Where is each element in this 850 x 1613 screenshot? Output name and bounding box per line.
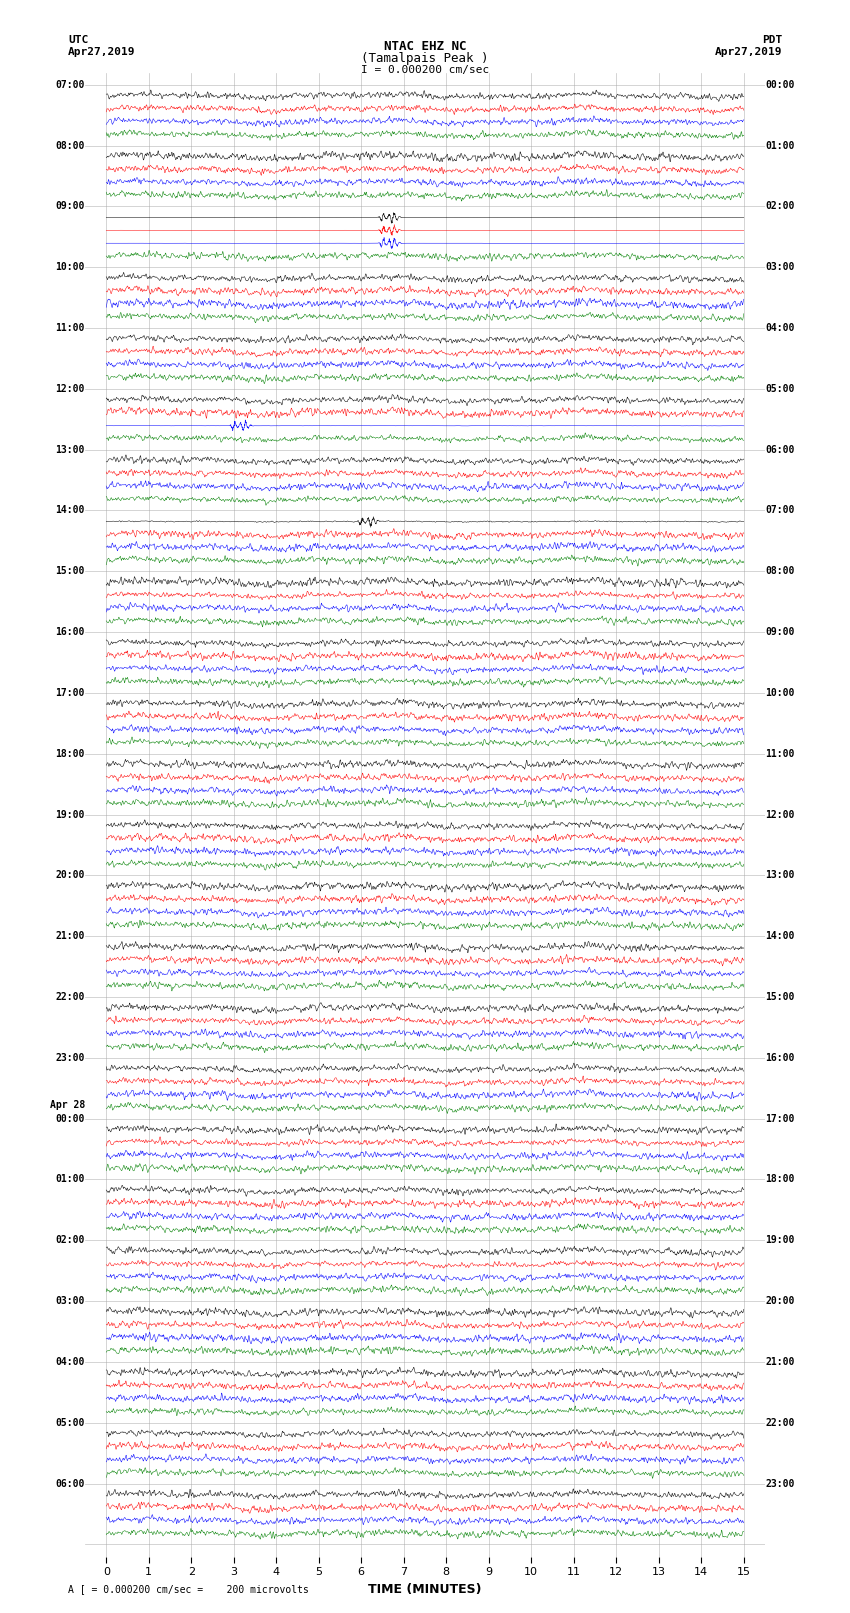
Text: 14:00: 14:00 [55, 505, 85, 516]
Text: 13:00: 13:00 [55, 445, 85, 455]
Text: 05:00: 05:00 [765, 384, 795, 394]
Text: 21:00: 21:00 [765, 1357, 795, 1366]
X-axis label: TIME (MINUTES): TIME (MINUTES) [368, 1582, 482, 1595]
Text: 00:00: 00:00 [55, 1113, 85, 1124]
Text: 12:00: 12:00 [765, 810, 795, 819]
Text: 02:00: 02:00 [765, 202, 795, 211]
Text: 12:00: 12:00 [55, 384, 85, 394]
Text: 06:00: 06:00 [765, 445, 795, 455]
Text: Apr 28: Apr 28 [50, 1100, 85, 1110]
Text: 09:00: 09:00 [55, 202, 85, 211]
Text: 21:00: 21:00 [55, 931, 85, 942]
Text: 03:00: 03:00 [765, 263, 795, 273]
Text: 20:00: 20:00 [55, 871, 85, 881]
Text: NTAC EHZ NC: NTAC EHZ NC [383, 40, 467, 53]
Text: 17:00: 17:00 [55, 687, 85, 698]
Text: 22:00: 22:00 [765, 1418, 795, 1428]
Text: 16:00: 16:00 [55, 627, 85, 637]
Text: 11:00: 11:00 [765, 748, 795, 758]
Text: 07:00: 07:00 [765, 505, 795, 516]
Text: 05:00: 05:00 [55, 1418, 85, 1428]
Text: 23:00: 23:00 [765, 1479, 795, 1489]
Text: I = 0.000200 cm/sec: I = 0.000200 cm/sec [361, 65, 489, 74]
Text: 15:00: 15:00 [765, 992, 795, 1002]
Text: 03:00: 03:00 [55, 1297, 85, 1307]
Text: PDT: PDT [762, 35, 782, 45]
Text: 14:00: 14:00 [765, 931, 795, 942]
Text: 22:00: 22:00 [55, 992, 85, 1002]
Text: 09:00: 09:00 [765, 627, 795, 637]
Text: 16:00: 16:00 [765, 1053, 795, 1063]
Text: 15:00: 15:00 [55, 566, 85, 576]
Text: 04:00: 04:00 [765, 323, 795, 332]
Text: 04:00: 04:00 [55, 1357, 85, 1366]
Text: 00:00: 00:00 [765, 79, 795, 90]
Text: 23:00: 23:00 [55, 1053, 85, 1063]
Text: 06:00: 06:00 [55, 1479, 85, 1489]
Text: 07:00: 07:00 [55, 79, 85, 90]
Text: 08:00: 08:00 [765, 566, 795, 576]
Text: 10:00: 10:00 [765, 687, 795, 698]
Text: 19:00: 19:00 [55, 810, 85, 819]
Text: 11:00: 11:00 [55, 323, 85, 332]
Text: 18:00: 18:00 [765, 1174, 795, 1184]
Text: 02:00: 02:00 [55, 1236, 85, 1245]
Text: 18:00: 18:00 [55, 748, 85, 758]
Text: 20:00: 20:00 [765, 1297, 795, 1307]
Text: (Tamalpais Peak ): (Tamalpais Peak ) [361, 52, 489, 65]
Text: 17:00: 17:00 [765, 1113, 795, 1124]
Text: 01:00: 01:00 [765, 140, 795, 150]
Text: UTC: UTC [68, 35, 88, 45]
Text: Apr27,2019: Apr27,2019 [68, 47, 135, 56]
Text: 10:00: 10:00 [55, 263, 85, 273]
Text: 01:00: 01:00 [55, 1174, 85, 1184]
Text: Apr27,2019: Apr27,2019 [715, 47, 782, 56]
Text: A [ = 0.000200 cm/sec =    200 microvolts: A [ = 0.000200 cm/sec = 200 microvolts [68, 1584, 309, 1594]
Text: 13:00: 13:00 [765, 871, 795, 881]
Text: 08:00: 08:00 [55, 140, 85, 150]
Text: 19:00: 19:00 [765, 1236, 795, 1245]
